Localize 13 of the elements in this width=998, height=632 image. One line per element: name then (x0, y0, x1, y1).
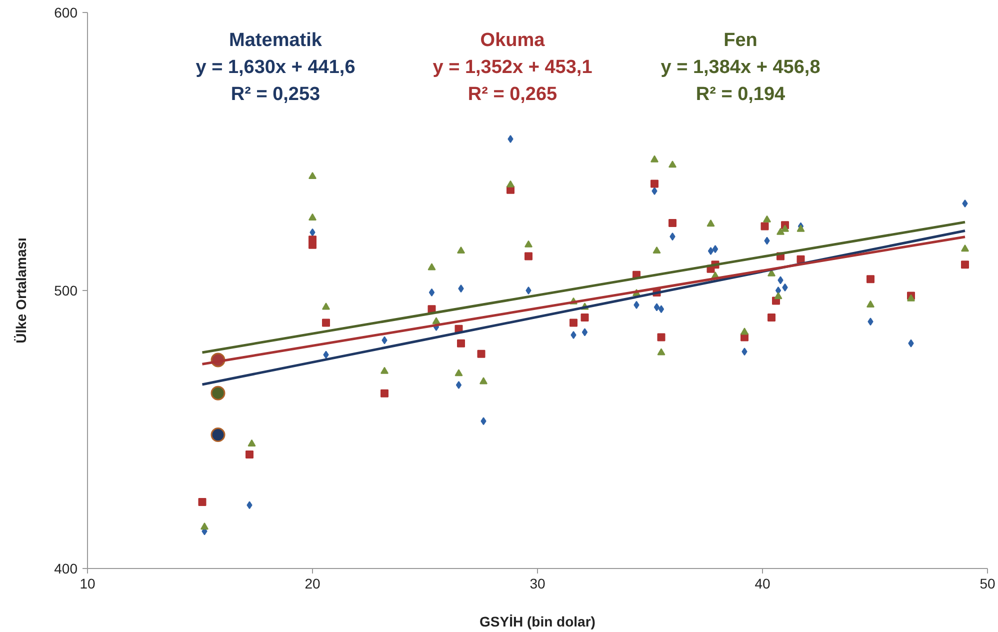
x-tick-label: 40 (754, 576, 770, 592)
x-tick-label: 50 (980, 576, 996, 592)
x-tick-label: 20 (304, 576, 320, 592)
annotation: Okuma y = 1,352x + 453,1 R² = 0,265 (432, 30, 593, 105)
x-tick-label: 10 (80, 576, 96, 592)
y-axis-title: Ülke Ortalaması (13, 238, 30, 344)
annotation: Matematik y = 1,630x + 441,6 R² = 0,253 (196, 30, 356, 105)
y-tick-label: 600 (54, 4, 78, 20)
y-tick-label: 500 (54, 282, 78, 298)
y-tick-label: 400 (54, 560, 78, 576)
x-axis-title: GSYİH (bin dolar) (480, 614, 596, 630)
annotation: Fen y = 1,384x + 456,8 R² = 0,194 (660, 30, 820, 105)
x-tick-label: 30 (530, 576, 546, 592)
